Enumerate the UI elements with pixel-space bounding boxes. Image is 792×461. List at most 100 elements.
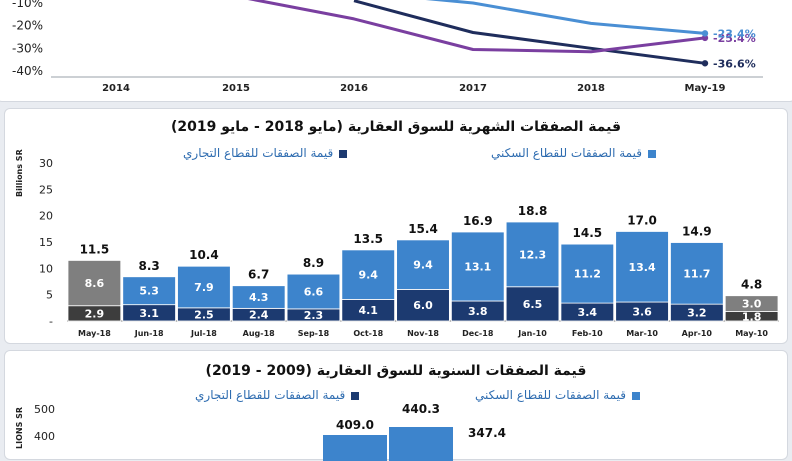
monthly-chart-panel: قيمة الصفقات الشهرية للسوق العقارية (ماي…: [4, 108, 788, 344]
annual-chart-title: قيمة الصفقات السنوية للسوق العقارية (200…: [205, 363, 587, 379]
line-y-tick-label: -20%: [12, 19, 43, 33]
monthly-bar-residential: [122, 276, 176, 306]
annual-legend-commercial-label: قيمة الصفقات للقطاع التجاري: [195, 388, 346, 402]
monthly-bar-commercial-value: 2.9: [85, 307, 105, 320]
monthly-bar-residential-value: 7.9: [194, 281, 214, 294]
monthly-chart-title: قيمة الصفقات الشهرية للسوق العقارية (ماي…: [170, 119, 622, 135]
monthly-bar-commercial-value: 1.8: [742, 310, 762, 323]
monthly-bar-residential-value: 5.3: [139, 285, 159, 298]
monthly-bar-residential: [177, 265, 231, 309]
line-series-end-label: -25.4%: [713, 32, 756, 45]
monthly-bar-total: 17.0: [627, 213, 657, 227]
line-y-tick-label: -40%: [12, 64, 43, 78]
annual-y-tick-label: 500: [34, 403, 55, 416]
monthly-bar-residential: [67, 260, 122, 307]
monthly-y-tick-label: -: [49, 315, 53, 328]
monthly-bar-residential-value: 12.3: [519, 248, 546, 261]
monthly-bar-commercial-value: 4.1: [358, 304, 378, 317]
legend-commercial-label: قيمة الصفقات للقطاع التجاري: [183, 146, 334, 160]
monthly-bar-commercial-value: 6.0: [413, 299, 433, 312]
monthly-x-tick-label: Apr-10: [682, 329, 713, 338]
annual-legend-residential-label: قيمة الصفقات للقطاع السكني: [475, 388, 626, 402]
monthly-bar-residential-value: 13.1: [464, 260, 491, 273]
monthly-bar-total: 8.9: [303, 256, 324, 270]
annual-bar-chart: 500 400 409.0 440.3 347.4: [34, 402, 506, 461]
monthly-bar-total: 4.8: [741, 278, 762, 292]
monthly-bar-residential: [396, 239, 450, 290]
monthly-bar-total: 14.9: [682, 225, 712, 239]
line-chart: -10% -20% -30% -40% 2014 2015 2016 2017 2018 May-…: [12, 0, 763, 94]
monthly-bar-residential-value: 4.3: [249, 291, 269, 304]
line-series-end-label: -23.4%: [713, 27, 756, 40]
monthly-bar-residential-value: 9.4: [358, 269, 378, 282]
monthly-bar-commercial-value: 3.1: [139, 307, 159, 320]
monthly-bar-commercial: [505, 286, 560, 322]
monthly-bar-residential: [450, 231, 505, 302]
annual-legend-residential-swatch: [631, 391, 640, 400]
line-x-tick-label: May-19: [685, 83, 726, 94]
line-x-tick-label: 2016: [340, 83, 368, 94]
monthly-bar-residential: [341, 249, 396, 300]
monthly-bar-residential-value: 13.4: [629, 261, 656, 274]
monthly-bar-commercial-value: 6.5: [523, 298, 543, 311]
annual-legend-residential: قيمة الصفقات للقطاع السكني: [475, 388, 640, 402]
monthly-x-tick-label: Aug-18: [243, 329, 276, 338]
annual-bar-total: 347.4: [468, 426, 506, 440]
line-x-tick-label: 2014: [102, 83, 130, 94]
monthly-bar-residential: [724, 295, 779, 312]
monthly-x-tick-label: Nov-18: [407, 329, 439, 338]
monthly-x-tick-label: Oct-18: [353, 329, 383, 338]
line-series-1: [247, 0, 706, 54]
line-series-end-point: [701, 34, 709, 42]
monthly-bar-total: 18.8: [518, 204, 548, 218]
monthly-bar-residential: [670, 242, 724, 305]
monthly-bar-residential: [505, 221, 560, 288]
monthly-x-tick-label: May-10: [735, 329, 768, 338]
annual-legend-commercial: قيمة الصفقات للقطاع التجاري: [195, 388, 360, 402]
monthly-bar-total: 16.9: [463, 214, 493, 228]
monthly-bar-total: 13.5: [353, 232, 383, 246]
annual-legend-commercial-swatch: [351, 391, 360, 400]
monthly-y-tick-label: 10: [39, 262, 53, 275]
line-y-tick-label: -30%: [12, 41, 43, 55]
monthly-y-tick-label: 20: [39, 210, 53, 223]
monthly-x-tick-label: Jan-10: [517, 329, 547, 338]
monthly-bar-total: 10.4: [189, 248, 219, 262]
monthly-x-tick-label: Jun-18: [134, 329, 164, 338]
monthly-bar-commercial-value: 3.8: [468, 305, 488, 318]
monthly-bar-total: 6.7: [248, 268, 269, 282]
monthly-bar-residential-value: 3.0: [742, 298, 762, 311]
annual-chart-panel: قيمة الصفقات السنوية للسوق العقارية (200…: [4, 350, 788, 461]
annual-bar-total: 440.3: [402, 402, 440, 416]
monthly-y-tick-label: 15: [39, 236, 53, 249]
legend-commercial: قيمة الصفقات للقطاع التجاري: [183, 146, 348, 160]
monthly-bar-commercial-value: 2.3: [304, 309, 324, 322]
monthly-x-tick-label: Jul-18: [190, 329, 217, 338]
line-y-tick-label: -10%: [12, 0, 43, 10]
monthly-bar-total: 11.5: [80, 242, 110, 256]
monthly-x-tick-label: Sep-18: [298, 329, 330, 338]
annual-y-tick-label: 400: [34, 430, 55, 443]
monthly-y-tick-label: 30: [39, 157, 53, 170]
monthly-bar-total: 8.3: [139, 259, 160, 273]
annual-bar: [389, 427, 453, 461]
line-series-end-point: [701, 30, 709, 37]
line-series-0: [353, 0, 706, 65]
legend-residential-label: قيمة الصفقات للقطاع السكني: [491, 146, 642, 160]
monthly-bar-commercial-value: 3.6: [632, 306, 652, 319]
monthly-bar-residential: [231, 285, 286, 309]
monthly-bar-residential-value: 9.4: [413, 259, 433, 272]
monthly-x-tick-label: Feb-10: [572, 329, 603, 338]
monthly-y-tick-label: 25: [39, 183, 53, 196]
monthly-x-tick-label: May-18: [78, 329, 111, 338]
line-x-tick-label: 2015: [222, 83, 250, 94]
legend-residential-swatch: [647, 149, 656, 158]
monthly-bar-commercial-value: 2.5: [194, 308, 214, 321]
monthly-bar-total: 15.4: [408, 222, 438, 236]
monthly-bar-residential-value: 11.2: [574, 268, 601, 281]
annual-bar: [323, 435, 387, 461]
line-x-tick-label: 2018: [577, 83, 605, 94]
monthly-bar-residential-value: 6.6: [304, 286, 324, 299]
monthly-bar-residential: [560, 243, 615, 304]
line-series-2: [425, 0, 706, 35]
